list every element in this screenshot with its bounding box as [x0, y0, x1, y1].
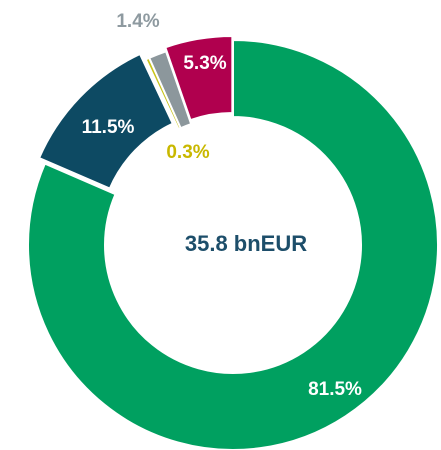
donut-slice [164, 35, 234, 122]
data-label: 11.5% [82, 117, 135, 138]
data-label: 5.3% [183, 53, 226, 74]
data-label: 1.4% [116, 11, 159, 32]
donut-slice [147, 49, 193, 130]
center-label: 35.8 bnEUR [185, 231, 307, 256]
data-label: 81.5% [308, 379, 362, 400]
donut-slice [37, 52, 175, 190]
donut-slice [27, 38, 439, 450]
data-label: 0.3% [166, 142, 209, 163]
